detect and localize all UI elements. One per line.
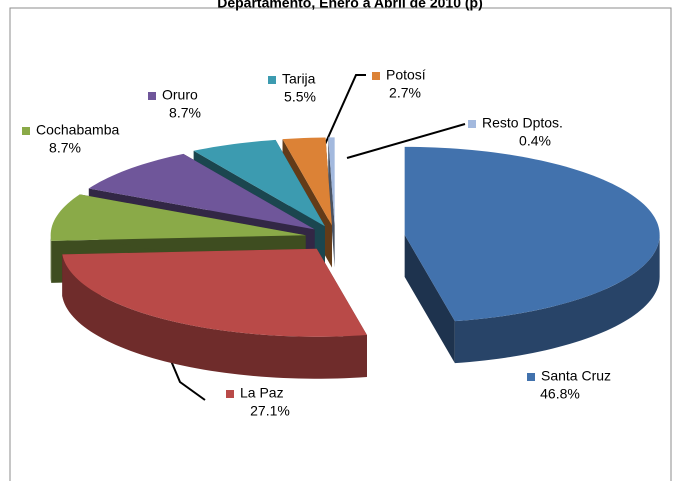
legend-swatch — [527, 373, 535, 381]
slice-top — [62, 248, 367, 337]
slice-top — [282, 137, 332, 226]
legend-swatch — [268, 76, 276, 84]
category-label: Oruro — [162, 87, 198, 103]
slice-top — [50, 194, 306, 241]
slice-side — [404, 234, 455, 364]
value-label: 8.7% — [169, 105, 201, 121]
slice-wall — [62, 254, 367, 379]
pie-slice — [62, 248, 367, 379]
leader-line — [317, 74, 366, 161]
category-label: Resto Dptos. — [482, 115, 563, 131]
chart-title: Departamento, Enero a Abril de 2010 (p) — [217, 0, 483, 11]
value-label: 46.8% — [540, 386, 580, 402]
slice-top — [404, 146, 660, 322]
legend-swatch — [148, 92, 156, 100]
pie-slice — [404, 146, 660, 364]
category-label: La Paz — [240, 385, 284, 401]
value-label: 8.7% — [49, 140, 81, 156]
slice-top — [193, 139, 325, 227]
slice-top — [88, 153, 315, 230]
legend-swatch — [22, 127, 30, 135]
legend-swatch — [372, 72, 380, 80]
legend-swatch — [468, 120, 476, 128]
value-label: 2.7% — [389, 85, 421, 101]
value-label: 27.1% — [250, 403, 290, 419]
value-label: 0.4% — [519, 133, 551, 149]
category-label: Santa Cruz — [541, 368, 611, 384]
category-label: Potosí — [386, 67, 426, 83]
category-label: Cochabamba — [36, 122, 119, 138]
value-label: 5.5% — [284, 89, 316, 105]
category-label: Tarija — [282, 71, 316, 87]
slice-wall — [454, 234, 660, 364]
pie-slice — [328, 137, 335, 268]
slice-top — [328, 137, 335, 226]
legend-swatch — [226, 390, 234, 398]
leader-line — [346, 123, 466, 159]
slice-wall — [50, 235, 52, 283]
slice-side — [328, 137, 335, 268]
